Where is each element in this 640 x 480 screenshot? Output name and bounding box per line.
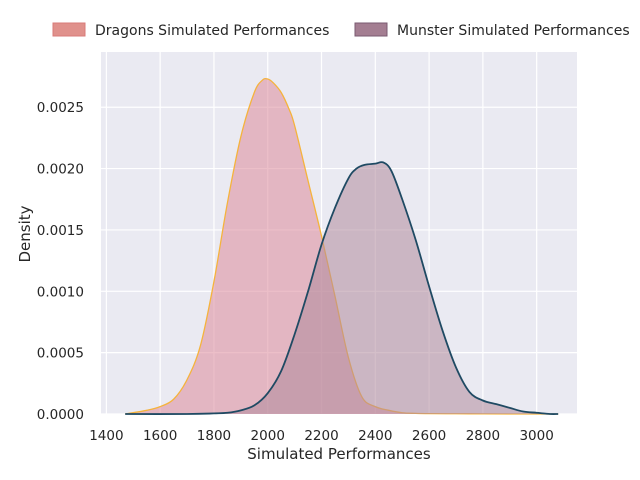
x-tick-labels: 1400 1600 1800 2000 2200 2400 2600 2800 3000 [89, 428, 554, 444]
x-axis-title: Simulated Performances [247, 445, 431, 463]
y-axis-title: Density [16, 205, 34, 262]
legend-swatch [354, 22, 388, 37]
x-tick-label: 2400 [358, 428, 392, 444]
legend: Dragons Simulated Performances Munster Si… [52, 22, 630, 39]
legend-label: Dragons Simulated Performances [95, 23, 329, 39]
x-tick-label: 2000 [251, 428, 285, 444]
x-tick-label: 2200 [304, 428, 338, 444]
y-tick-label: 0.0010 [37, 284, 84, 300]
y-tick-labels: 0.0000 0.0005 0.0010 0.0015 0.0020 0.0025 [37, 100, 84, 423]
x-tick-label: 1400 [89, 428, 123, 444]
density-areas [125, 77, 559, 415]
y-tick-label: 0.0025 [37, 100, 84, 116]
y-tick-label: 0.0005 [37, 346, 84, 362]
y-tick-label: 0.0015 [37, 223, 84, 239]
munster-simulated-performances-area [125, 162, 559, 415]
x-tick-label: 2600 [412, 428, 446, 444]
y-tick-label: 0.0020 [37, 162, 84, 178]
legend-label: Munster Simulated Performances [397, 23, 630, 39]
x-tick-label: 1600 [143, 428, 177, 444]
legend-swatch [52, 22, 86, 37]
legend-item-dragons-simulated-performances: Dragons Simulated Performances [52, 22, 329, 39]
legend-item-munster-simulated-performances: Munster Simulated Performances [354, 22, 630, 39]
y-tick-label: 0.0000 [37, 407, 84, 423]
x-tick-label: 2800 [466, 428, 500, 444]
munster-simulated-performances-line [125, 161, 559, 415]
dragons-simulated-performances-area [125, 78, 559, 415]
x-tick-label: 1800 [197, 428, 231, 444]
x-tick-label: 3000 [519, 428, 553, 444]
